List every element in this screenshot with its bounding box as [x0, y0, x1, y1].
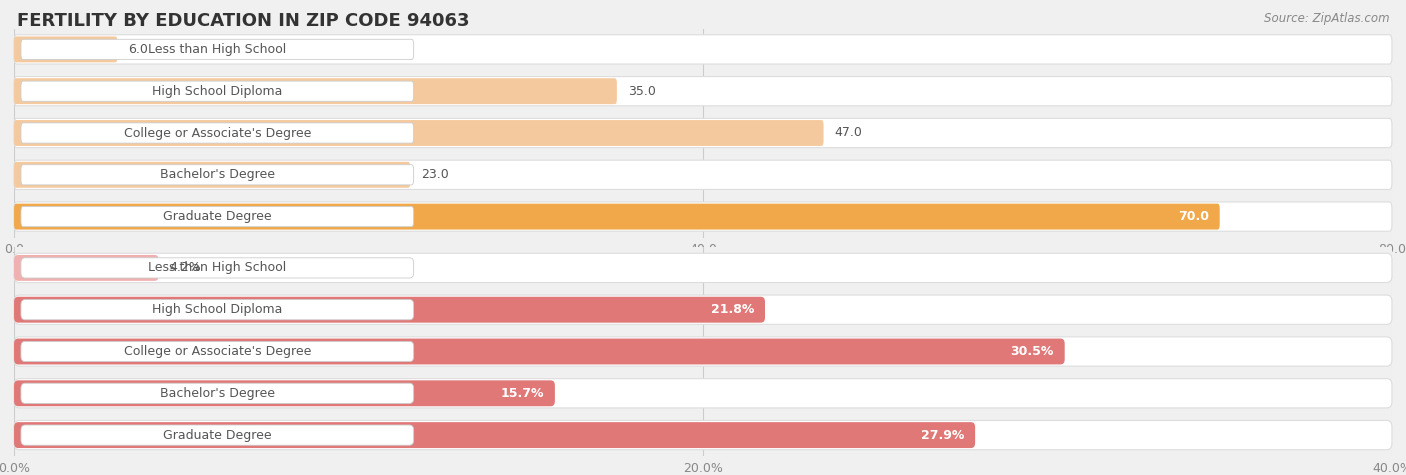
Text: Source: ZipAtlas.com: Source: ZipAtlas.com: [1264, 12, 1389, 25]
FancyBboxPatch shape: [14, 202, 1392, 231]
FancyBboxPatch shape: [14, 204, 1219, 229]
Text: Bachelor's Degree: Bachelor's Degree: [160, 168, 274, 181]
Text: 47.0: 47.0: [835, 126, 862, 140]
Text: 35.0: 35.0: [628, 85, 655, 98]
Text: Bachelor's Degree: Bachelor's Degree: [160, 387, 274, 400]
Text: Less than High School: Less than High School: [148, 261, 287, 275]
FancyBboxPatch shape: [21, 81, 413, 101]
FancyBboxPatch shape: [21, 425, 413, 445]
FancyBboxPatch shape: [14, 162, 411, 188]
Text: Less than High School: Less than High School: [148, 43, 287, 56]
Text: FERTILITY BY EDUCATION IN ZIP CODE 94063: FERTILITY BY EDUCATION IN ZIP CODE 94063: [17, 12, 470, 30]
FancyBboxPatch shape: [14, 78, 617, 104]
FancyBboxPatch shape: [14, 255, 159, 281]
Text: 70.0: 70.0: [1178, 210, 1209, 223]
Text: 21.8%: 21.8%: [710, 303, 754, 316]
FancyBboxPatch shape: [21, 383, 413, 403]
Text: College or Associate's Degree: College or Associate's Degree: [124, 126, 311, 140]
Text: 6.0: 6.0: [128, 43, 148, 56]
FancyBboxPatch shape: [21, 39, 413, 59]
FancyBboxPatch shape: [21, 258, 413, 278]
Text: 27.9%: 27.9%: [921, 428, 965, 442]
FancyBboxPatch shape: [14, 76, 1392, 106]
FancyBboxPatch shape: [14, 337, 1392, 366]
Text: 30.5%: 30.5%: [1011, 345, 1053, 358]
Text: 15.7%: 15.7%: [501, 387, 544, 400]
FancyBboxPatch shape: [14, 380, 555, 406]
FancyBboxPatch shape: [14, 297, 765, 323]
FancyBboxPatch shape: [21, 342, 413, 361]
Text: College or Associate's Degree: College or Associate's Degree: [124, 345, 311, 358]
Text: High School Diploma: High School Diploma: [152, 303, 283, 316]
FancyBboxPatch shape: [14, 120, 824, 146]
FancyBboxPatch shape: [21, 300, 413, 320]
FancyBboxPatch shape: [14, 420, 1392, 450]
Text: Graduate Degree: Graduate Degree: [163, 210, 271, 223]
FancyBboxPatch shape: [14, 35, 1392, 64]
FancyBboxPatch shape: [14, 339, 1064, 364]
FancyBboxPatch shape: [21, 165, 413, 185]
FancyBboxPatch shape: [21, 207, 413, 227]
Text: Graduate Degree: Graduate Degree: [163, 428, 271, 442]
Text: 23.0: 23.0: [422, 168, 449, 181]
Text: 4.2%: 4.2%: [170, 261, 201, 275]
FancyBboxPatch shape: [14, 160, 1392, 190]
FancyBboxPatch shape: [14, 422, 976, 448]
FancyBboxPatch shape: [14, 118, 1392, 148]
FancyBboxPatch shape: [14, 37, 118, 62]
Text: High School Diploma: High School Diploma: [152, 85, 283, 98]
FancyBboxPatch shape: [14, 379, 1392, 408]
FancyBboxPatch shape: [14, 253, 1392, 283]
FancyBboxPatch shape: [21, 123, 413, 143]
FancyBboxPatch shape: [14, 295, 1392, 324]
